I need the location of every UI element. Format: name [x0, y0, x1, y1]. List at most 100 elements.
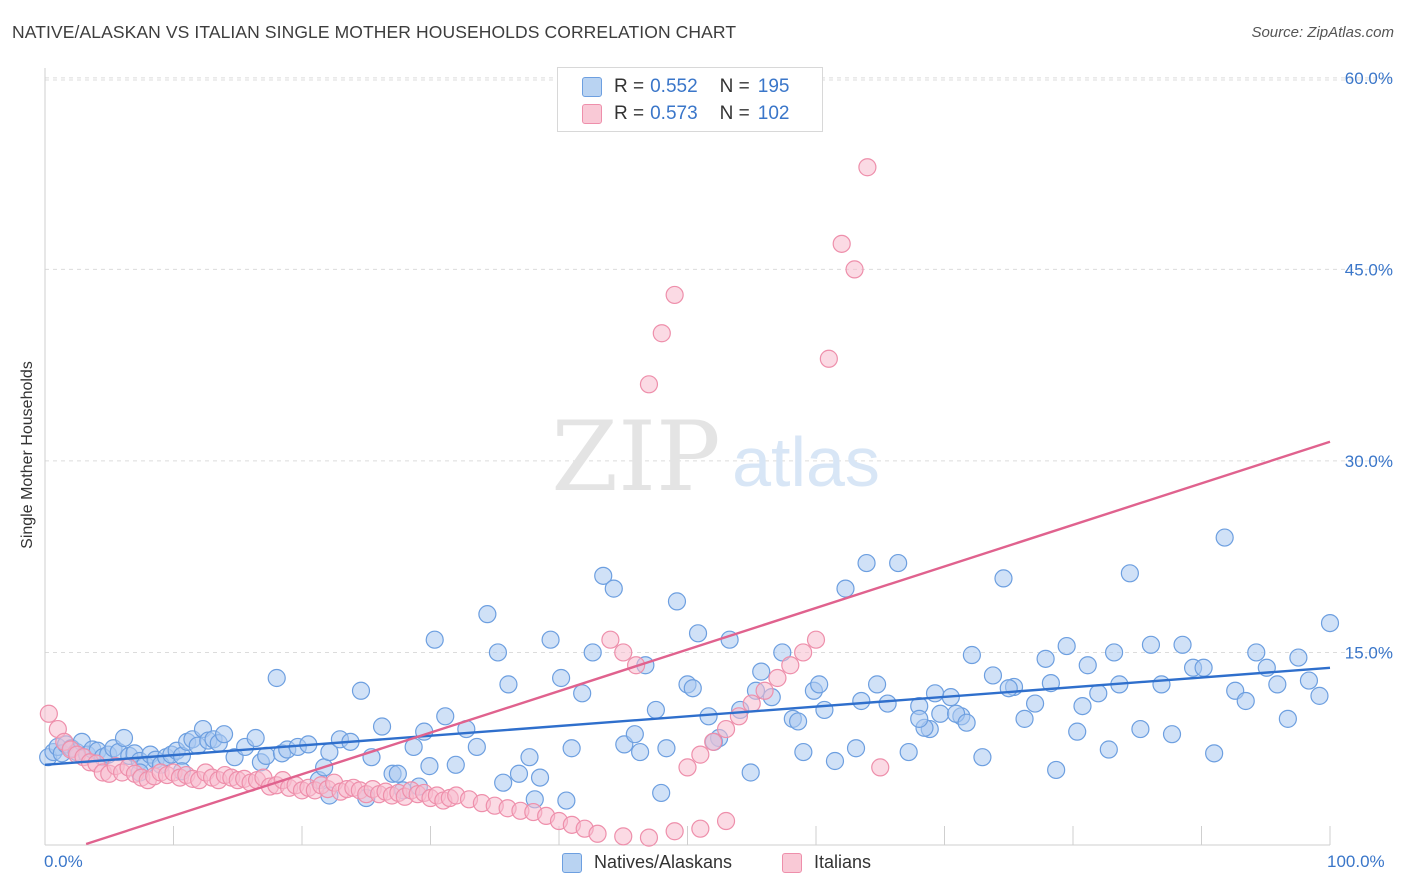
- italian-point: [704, 732, 723, 751]
- watermark-atlas: atlas: [732, 423, 880, 501]
- native-point: [1104, 643, 1124, 662]
- native-point: [1247, 643, 1266, 662]
- italian-point: [665, 822, 684, 841]
- y-tick-label: 45.0%: [1345, 260, 1393, 279]
- native-point: [994, 569, 1013, 588]
- legend-label: Italians: [814, 852, 872, 872]
- native-point: [1073, 696, 1092, 716]
- natives-trend-line: [44, 666, 1331, 767]
- native-point: [878, 694, 897, 713]
- italian-point: [614, 643, 633, 662]
- native-point: [388, 764, 407, 783]
- native-point: [752, 662, 771, 681]
- native-point: [604, 579, 623, 598]
- native-point: [825, 751, 845, 771]
- italian-point: [742, 694, 761, 713]
- native-point: [557, 791, 576, 810]
- italian-point: [858, 158, 877, 177]
- native-point: [741, 763, 760, 782]
- series-italians-points: [39, 158, 890, 847]
- native-point: [467, 737, 486, 757]
- italian-point: [768, 668, 787, 688]
- italian-point: [819, 349, 838, 368]
- native-point: [267, 668, 286, 688]
- italian-point: [871, 758, 890, 777]
- italian-point: [729, 707, 749, 726]
- italians-swatch: [582, 104, 602, 124]
- italian-point: [755, 681, 774, 700]
- italians-trend-line: [85, 440, 1331, 846]
- native-point: [494, 773, 513, 792]
- italian-point: [845, 260, 864, 279]
- native-point: [1310, 686, 1329, 705]
- legend-label: Natives/Alaskans: [594, 852, 733, 872]
- native-point: [815, 700, 834, 720]
- italian-point: [39, 704, 58, 723]
- native-point: [1162, 725, 1182, 744]
- native-point: [910, 709, 929, 728]
- n-value: 102: [757, 103, 790, 124]
- x-tick-max: 100.0%: [1327, 852, 1385, 871]
- native-point: [114, 728, 134, 748]
- italian-point: [691, 745, 710, 764]
- italian-point: [665, 285, 684, 305]
- native-point: [1089, 684, 1108, 703]
- r-label: R =: [614, 76, 645, 97]
- native-point: [1015, 709, 1034, 728]
- native-point: [667, 592, 687, 611]
- native-point: [1099, 740, 1118, 759]
- native-point: [1057, 636, 1076, 656]
- native-point: [1131, 719, 1150, 739]
- italian-point: [832, 234, 851, 253]
- native-point: [788, 712, 808, 731]
- native-point: [1299, 671, 1319, 690]
- native-point: [425, 630, 444, 649]
- source-label: Source: ZipAtlas.com: [1251, 24, 1394, 41]
- native-point: [1236, 691, 1255, 711]
- native-point: [1205, 744, 1224, 763]
- stats-row-natives: R = 0.552 N = 195: [558, 73, 789, 101]
- native-point: [657, 739, 676, 758]
- native-point: [562, 739, 581, 758]
- native-point: [530, 768, 550, 787]
- native-point: [683, 679, 702, 698]
- native-point: [1078, 656, 1097, 675]
- native-point: [810, 675, 829, 694]
- native-point: [246, 728, 265, 748]
- italian-point: [806, 630, 826, 649]
- n-label: N =: [719, 103, 750, 124]
- r-label: R =: [614, 103, 645, 124]
- italians-legend-swatch: [782, 852, 802, 873]
- italian-point: [614, 827, 633, 846]
- natives-swatch: [582, 77, 602, 97]
- native-point: [999, 679, 1018, 698]
- native-point: [420, 757, 439, 776]
- italian-point: [639, 828, 659, 847]
- y-tick-label: 15.0%: [1345, 643, 1393, 662]
- italian-point: [691, 819, 710, 838]
- italian-point: [781, 656, 800, 675]
- native-point: [499, 675, 518, 694]
- native-point: [478, 605, 497, 624]
- native-point: [1047, 760, 1066, 780]
- italian-point: [716, 719, 736, 739]
- native-point: [957, 713, 976, 732]
- trend-lines: [44, 440, 1331, 846]
- legend-item-natives: Natives/Alaskans: [562, 852, 732, 873]
- native-point: [899, 742, 918, 762]
- watermark-zip: ZIP: [551, 401, 720, 513]
- native-point: [1025, 694, 1045, 713]
- native-point: [925, 684, 945, 703]
- stats-row-italians: R = 0.573 N = 102: [558, 100, 789, 128]
- native-point: [351, 681, 371, 700]
- native-point: [962, 645, 981, 665]
- native-point: [1152, 675, 1171, 694]
- native-point: [552, 668, 571, 688]
- native-point: [257, 746, 276, 765]
- native-point: [931, 704, 950, 723]
- italian-point: [652, 324, 671, 343]
- native-point: [688, 624, 708, 643]
- native-point: [1215, 528, 1234, 547]
- italian-point: [678, 758, 697, 777]
